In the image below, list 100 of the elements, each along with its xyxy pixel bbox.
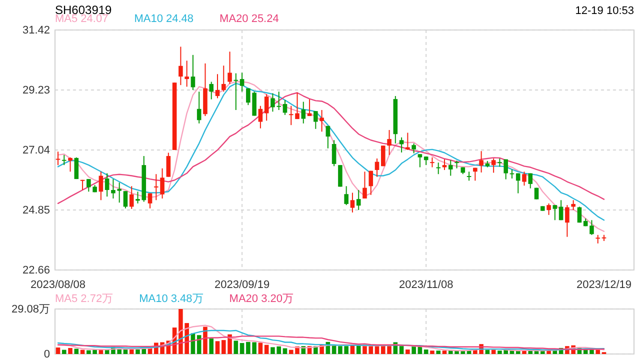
candlestick	[430, 156, 434, 168]
x-tick-label: 2023/08/08	[30, 278, 86, 291]
candlestick	[123, 190, 128, 209]
candlestick	[350, 192, 355, 213]
candlestick	[466, 171, 472, 182]
candlestick	[68, 156, 72, 172]
bar	[430, 350, 434, 354]
candlestick	[326, 125, 330, 149]
candlestick	[362, 171, 367, 199]
y-tick-label: 29.23	[22, 84, 50, 97]
candlestick	[356, 190, 361, 210]
candlestick	[454, 160, 459, 169]
candlestick	[387, 130, 392, 156]
text: MA10 3.48万	[139, 293, 204, 305]
candlestick	[80, 179, 85, 190]
bar	[74, 348, 79, 354]
chart-subtitle: 12-19 10:53	[575, 5, 634, 17]
bar	[264, 344, 269, 354]
bar	[234, 340, 238, 354]
bar	[62, 350, 66, 354]
candlestick	[62, 154, 66, 166]
bar	[123, 350, 128, 354]
candlestick	[577, 206, 582, 224]
line-series	[57, 336, 605, 350]
bar	[215, 341, 220, 354]
candlestick	[552, 204, 558, 221]
x-tick-label: 2023/11/08	[398, 278, 454, 291]
candlestick	[368, 170, 374, 196]
bar	[129, 350, 134, 354]
text: MA5 24.07	[55, 13, 108, 25]
bar	[282, 348, 288, 354]
bar	[406, 350, 410, 354]
bar	[203, 326, 208, 354]
y-tick-label: 27.04	[22, 144, 50, 157]
text: MA10 24.48	[134, 13, 194, 25]
candlestick	[148, 192, 152, 209]
candlestick	[510, 168, 514, 179]
bar	[596, 350, 600, 354]
candlestick	[215, 74, 220, 99]
y-tick-label: 24.85	[22, 204, 50, 217]
candlestick	[104, 172, 110, 198]
candlestick	[234, 72, 238, 110]
candlestick	[221, 65, 226, 92]
candlestick	[516, 172, 520, 194]
candlestick	[264, 94, 269, 122]
bar	[442, 350, 447, 354]
candlestick	[565, 204, 570, 238]
y-tick-label: 29.08万	[11, 304, 50, 316]
bar	[436, 350, 441, 354]
candlestick	[258, 105, 263, 129]
candlestick	[374, 158, 380, 178]
text: MA20 25.24	[220, 13, 279, 25]
candlestick	[406, 132, 410, 150]
candlestick	[418, 154, 422, 168]
bar	[399, 346, 404, 354]
candlestick	[282, 100, 288, 116]
x-tick-label: 2023/12/19	[576, 278, 632, 291]
candlestick	[209, 81, 214, 100]
candlestick	[442, 158, 447, 170]
candlestick	[166, 152, 171, 178]
bar	[68, 348, 72, 354]
candlestick	[196, 91, 202, 124]
candlestick	[344, 186, 348, 206]
bar	[258, 342, 263, 354]
text: MA5 2.72万	[55, 293, 114, 305]
candlestick	[338, 164, 342, 188]
candlestick	[558, 200, 564, 221]
candlestick	[228, 51, 232, 84]
candlestick	[546, 202, 551, 216]
text: MA20 3.20万	[229, 293, 294, 305]
y-tick-label: 22.66	[22, 264, 50, 277]
candlestick	[56, 151, 60, 166]
candlestick	[522, 171, 526, 186]
y-tick-label: 31.42	[22, 24, 50, 37]
candlestick	[528, 172, 533, 189]
bar	[56, 348, 60, 354]
candlestick	[399, 136, 404, 153]
candlestick	[436, 162, 441, 175]
bar	[460, 350, 466, 354]
candlestick	[571, 200, 576, 210]
candlestick	[412, 142, 416, 154]
candlestick	[381, 145, 386, 167]
candlestick	[98, 171, 104, 201]
candlestick	[479, 150, 484, 173]
candlestick	[332, 140, 336, 167]
candlestick	[590, 220, 594, 236]
candlestick	[301, 101, 306, 124]
bar	[374, 346, 380, 354]
line-series	[57, 92, 605, 204]
x-tick-label: 2023/09/19	[214, 278, 270, 291]
candlestick	[178, 46, 183, 86]
candlestick	[448, 160, 453, 176]
candlestick	[190, 54, 196, 90]
candlestick	[314, 110, 318, 130]
candlestick	[320, 110, 324, 132]
candlestick	[473, 167, 478, 182]
bar	[590, 350, 594, 354]
candlestick	[129, 186, 134, 210]
candlestick	[491, 158, 496, 174]
bar	[209, 338, 214, 354]
